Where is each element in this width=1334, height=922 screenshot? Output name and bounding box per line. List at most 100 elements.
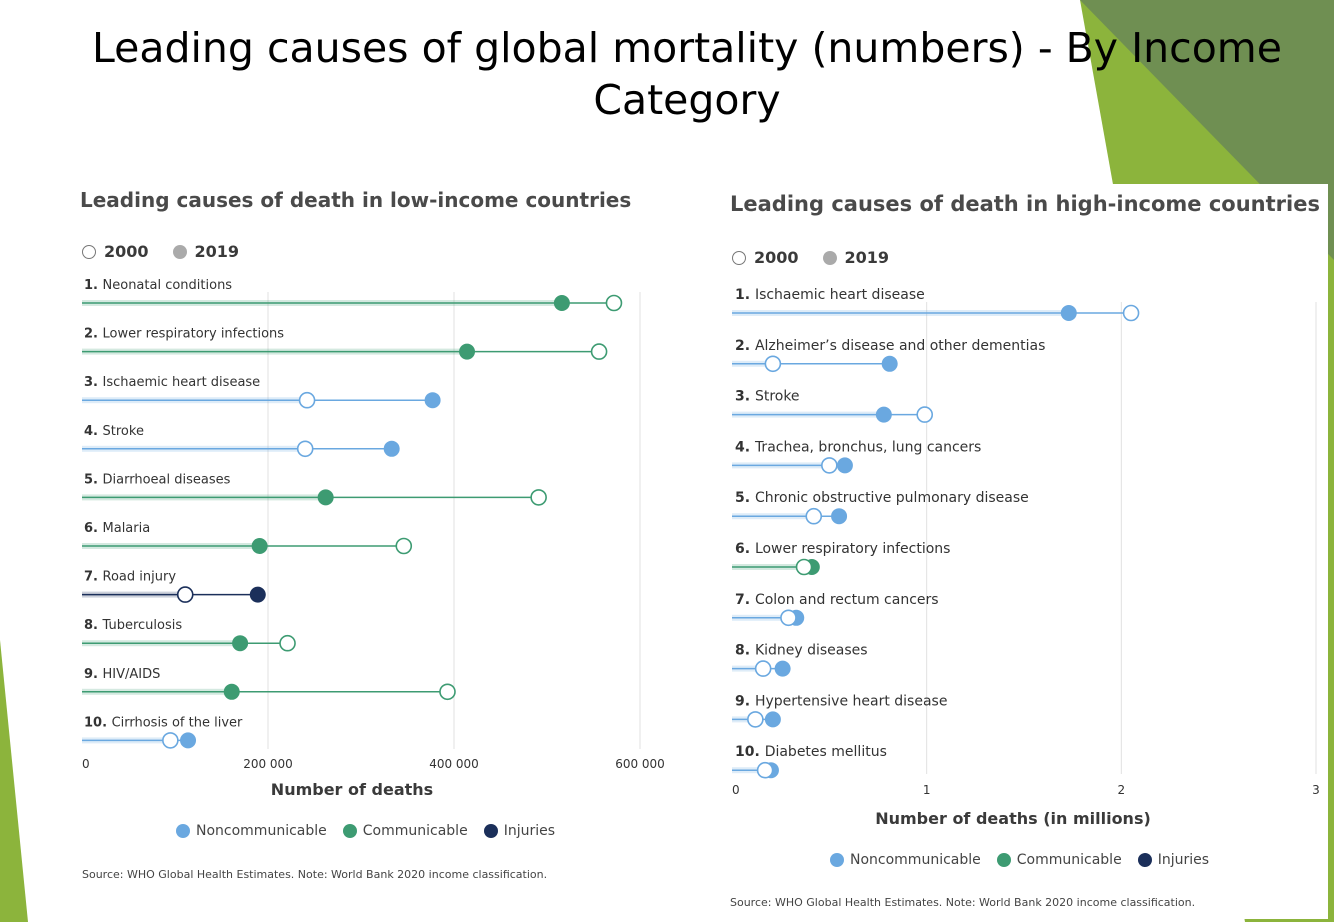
marker-2019 <box>881 355 898 372</box>
marker-2019 <box>774 660 791 677</box>
legend-communicable-label: Communicable <box>1016 852 1122 868</box>
noncommunicable-dot-icon <box>830 853 844 867</box>
marker-2000 <box>764 355 782 373</box>
x-tick-label: 1 <box>923 783 931 797</box>
marker-2019 <box>180 732 197 749</box>
marker-2019 <box>831 508 848 525</box>
marker-2000 <box>298 391 316 409</box>
x-tick-label: 2 <box>1118 783 1126 797</box>
legend-2019[interactable]: 2019 <box>172 242 240 261</box>
open-circle-icon <box>82 244 96 259</box>
x-axis-title: Number of deaths (in millions) <box>875 809 1151 828</box>
legend-2000[interactable]: 2000 <box>732 248 799 267</box>
communicable-dot-icon <box>996 853 1011 867</box>
marker-2000 <box>754 660 772 677</box>
communicable-dot-icon <box>342 824 357 838</box>
marker-2000 <box>916 406 934 423</box>
marker-2019 <box>553 295 570 311</box>
marker-2019 <box>383 440 400 457</box>
filled-circle-icon <box>822 250 837 265</box>
marker-2000 <box>821 457 838 474</box>
row-label: 10. Cirrhosis of the liver <box>84 715 243 730</box>
marker-2019 <box>232 635 249 652</box>
chart-title: Leading causes of death in high-income c… <box>730 192 1320 216</box>
marker-2000 <box>395 537 413 555</box>
marker-2000 <box>176 586 194 603</box>
chart-title: Leading causes of death in low-income co… <box>80 188 632 212</box>
marker-2019 <box>875 406 892 423</box>
row-label: 2. Alzheimer’s disease and other dementi… <box>735 338 1045 354</box>
marker-2019 <box>424 392 441 409</box>
row-label: 9. Hypertensive heart disease <box>735 693 947 709</box>
marker-2019 <box>251 538 268 554</box>
legend-communicable[interactable]: Communicable <box>342 823 468 839</box>
legend-noncommunicable[interactable]: Noncommunicable <box>176 823 327 839</box>
row-label: 1. Neonatal conditions <box>84 278 232 293</box>
category-legend: Noncommunicable Communicable Injuries <box>830 852 1225 868</box>
x-tick-label: 600 000 <box>615 757 665 771</box>
row-label: 3. Ischaemic heart disease <box>84 375 260 390</box>
marker-2000 <box>747 711 764 728</box>
x-tick-label: 400 000 <box>429 757 479 771</box>
row-label: 10. Diabetes mellitus <box>735 744 887 760</box>
deco-left-triangle <box>0 640 28 922</box>
marker-2019 <box>459 343 476 360</box>
marker-2000 <box>279 634 296 652</box>
marker-2000 <box>780 609 797 627</box>
row-label: 6. Lower respiratory infections <box>735 541 950 557</box>
open-circle-icon <box>732 250 746 265</box>
marker-2019 <box>1060 305 1077 321</box>
year-legend: 2000 2019 <box>732 248 913 267</box>
row-label: 4. Trachea, bronchus, lung cancers <box>735 439 981 455</box>
row-label: 7. Road injury <box>84 570 176 585</box>
row-label: 9. HIV/AIDS <box>84 667 160 682</box>
legend-2000-label: 2000 <box>754 248 799 267</box>
legend-injuries[interactable]: Injuries <box>1137 852 1210 868</box>
injuries-dot-icon <box>483 824 498 838</box>
legend-2019-label: 2019 <box>194 242 240 261</box>
legend-injuries[interactable]: Injuries <box>483 823 556 839</box>
marker-2019 <box>764 711 781 728</box>
row-label: 8. Tuberculosis <box>84 618 182 633</box>
filled-circle-icon <box>172 244 187 259</box>
chart-source-note: Source: WHO Global Health Estimates. Not… <box>730 896 1196 909</box>
marker-2019 <box>249 586 266 603</box>
legend-injuries-label: Injuries <box>1157 852 1210 868</box>
row-label: 1. Ischaemic heart disease <box>735 287 925 303</box>
x-axis-title: Number of deaths <box>271 780 433 799</box>
row-label: 3. Stroke <box>735 389 800 405</box>
legend-noncommunicable[interactable]: Noncommunicable <box>830 852 981 868</box>
marker-2000 <box>1122 304 1140 322</box>
marker-2000 <box>439 683 456 701</box>
marker-2000 <box>590 343 608 360</box>
marker-2000 <box>605 294 623 312</box>
row-label: 6. Malaria <box>84 521 150 536</box>
marker-2019 <box>317 489 334 506</box>
x-tick-label: 3 <box>1312 783 1320 797</box>
legend-injuries-label: Injuries <box>503 823 556 839</box>
dumbbell-chart-low-income: 0 200 000 400 000 600 000 Number of deaths 1.… <box>82 278 665 799</box>
legend-2019[interactable]: 2019 <box>822 248 889 267</box>
chart-source-note: Source: WHO Global Health Estimates. Not… <box>82 868 548 881</box>
row-label: 5. Chronic obstructive pulmonary disease <box>735 490 1029 506</box>
legend-noncommunicable-label: Noncommunicable <box>196 823 327 839</box>
year-legend: 2000 2019 <box>82 242 263 261</box>
x-tick-label: 0 <box>82 757 90 771</box>
injuries-dot-icon <box>1137 853 1152 867</box>
marker-2000 <box>162 732 179 749</box>
row-label: 5. Diarrhoeal diseases <box>84 472 231 487</box>
noncommunicable-dot-icon <box>176 824 190 838</box>
row-label: 2. Lower respiratory infections <box>84 327 284 342</box>
row-label: 4. Stroke <box>84 424 144 439</box>
legend-2000-label: 2000 <box>104 242 149 261</box>
legend-communicable[interactable]: Communicable <box>996 852 1122 868</box>
marker-2000 <box>296 440 314 458</box>
legend-2000[interactable]: 2000 <box>82 242 149 261</box>
row-label: 7. Colon and rectum cancers <box>735 592 939 608</box>
chart-panel-low-income: Leading causes of death in low-income co… <box>62 172 680 902</box>
marker-2019 <box>836 457 853 474</box>
row-label: 8. Kidney diseases <box>735 643 868 659</box>
category-legend: Noncommunicable Communicable Injuries <box>176 823 571 839</box>
dumbbell-chart-high-income: 0 1 2 3 Number of deaths (in millions) 1. Isc… <box>732 287 1320 828</box>
x-tick-label: 0 <box>732 783 740 797</box>
